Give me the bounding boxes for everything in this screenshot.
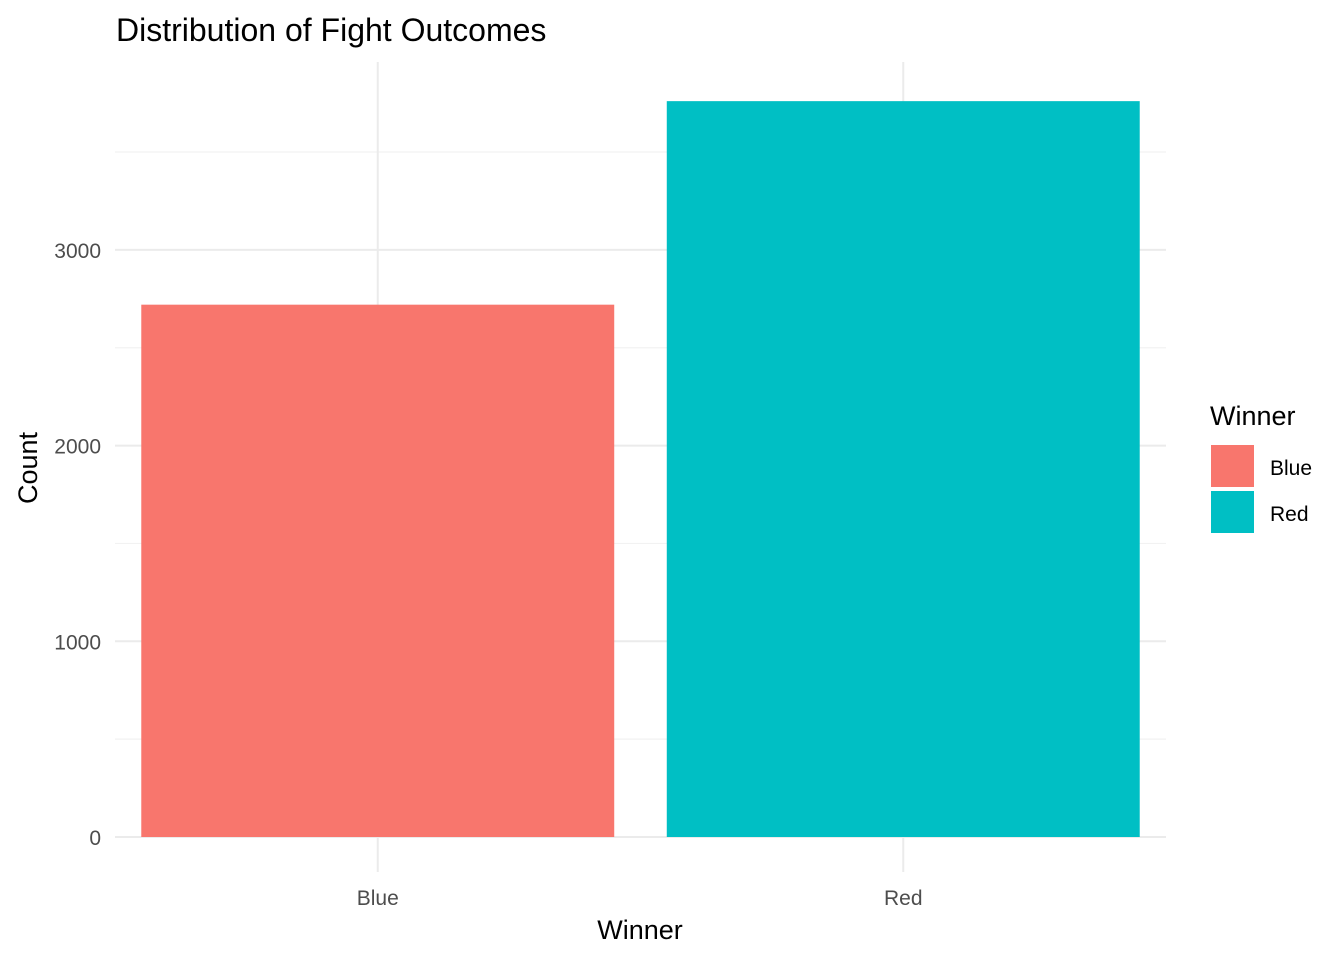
- chart-title: Distribution of Fight Outcomes: [116, 12, 546, 48]
- y-axis-title: Count: [13, 431, 43, 504]
- legend-label-red: Red: [1270, 503, 1309, 526]
- legend-swatch-red: [1211, 491, 1254, 533]
- bar-blue: [141, 304, 615, 837]
- legend-swatch-blue: [1211, 445, 1254, 487]
- y-tick-label: 0: [89, 827, 101, 850]
- y-axis-ticks: 0 1000 2000 3000: [54, 240, 101, 850]
- y-tick-label: 3000: [54, 240, 101, 263]
- x-tick-label: Red: [884, 887, 923, 910]
- y-tick-label: 1000: [54, 631, 101, 654]
- x-axis-ticks: Blue Red: [357, 887, 923, 910]
- x-axis-title: Winner: [597, 915, 683, 945]
- legend: Winner Blue Red: [1210, 401, 1312, 533]
- bar-red: [666, 101, 1140, 837]
- legend-title: Winner: [1210, 401, 1296, 431]
- y-tick-label: 2000: [54, 436, 101, 459]
- legend-label-blue: Blue: [1270, 457, 1312, 480]
- bars: [141, 101, 1140, 837]
- x-tick-label: Blue: [357, 887, 399, 910]
